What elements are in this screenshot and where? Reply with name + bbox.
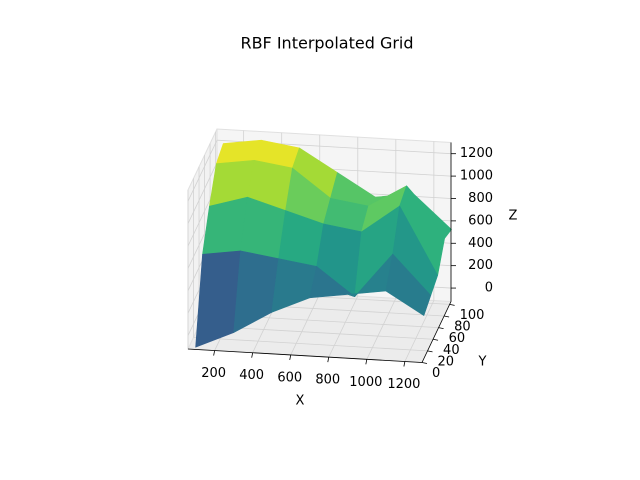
y-tick [421,362,428,364]
x-tick [365,359,368,365]
x-tick [289,354,292,361]
y-axis-line [421,301,452,363]
z-tick-label: 600 [468,213,493,228]
surface-patch [385,253,432,316]
z-tick-label: 800 [468,191,493,206]
z-tick-label: 0 [485,281,493,296]
grid-line [187,140,218,202]
y-tick-label: 80 [454,320,471,335]
z-axis-label: Z [509,209,518,224]
y-tick [432,338,439,341]
x-tick-label: 600 [277,370,302,385]
y-tick-label: 60 [449,331,466,346]
y-tick [438,327,444,330]
y-tick-label: 100 [460,308,485,323]
grid-line [290,293,321,356]
grid-line [193,336,428,352]
x-axis-line [187,348,423,363]
x-tick [213,350,216,356]
x-tick [327,357,330,363]
x-tick-label: 1000 [349,375,382,390]
y-axis-label: Y [478,355,487,370]
grid-line [404,300,435,362]
grid-line [366,298,397,360]
y-tick-label: 40 [443,343,460,358]
x-axis-label: X [296,393,305,408]
z-tick-label: 1200 [460,146,493,161]
y-tick-label: 20 [438,354,455,369]
z-tick-label: 400 [468,236,493,251]
y-tick [449,304,455,306]
x-tick [251,352,254,358]
z-tick-label: 1000 [460,169,493,184]
x-tick-label: 200 [201,366,226,381]
chart-title: RBF Interpolated Grid [240,34,413,53]
grid-line [328,295,359,358]
x-tick [403,361,406,367]
y-tick [427,350,433,353]
grid-line [187,162,218,224]
y-tick-label: 0 [432,366,440,381]
z-tick-label: 200 [468,258,493,273]
x-tick-label: 800 [315,373,340,388]
x-tick-label: 400 [239,368,264,383]
y-tick [444,315,450,318]
x-tick-label: 1200 [387,377,420,392]
